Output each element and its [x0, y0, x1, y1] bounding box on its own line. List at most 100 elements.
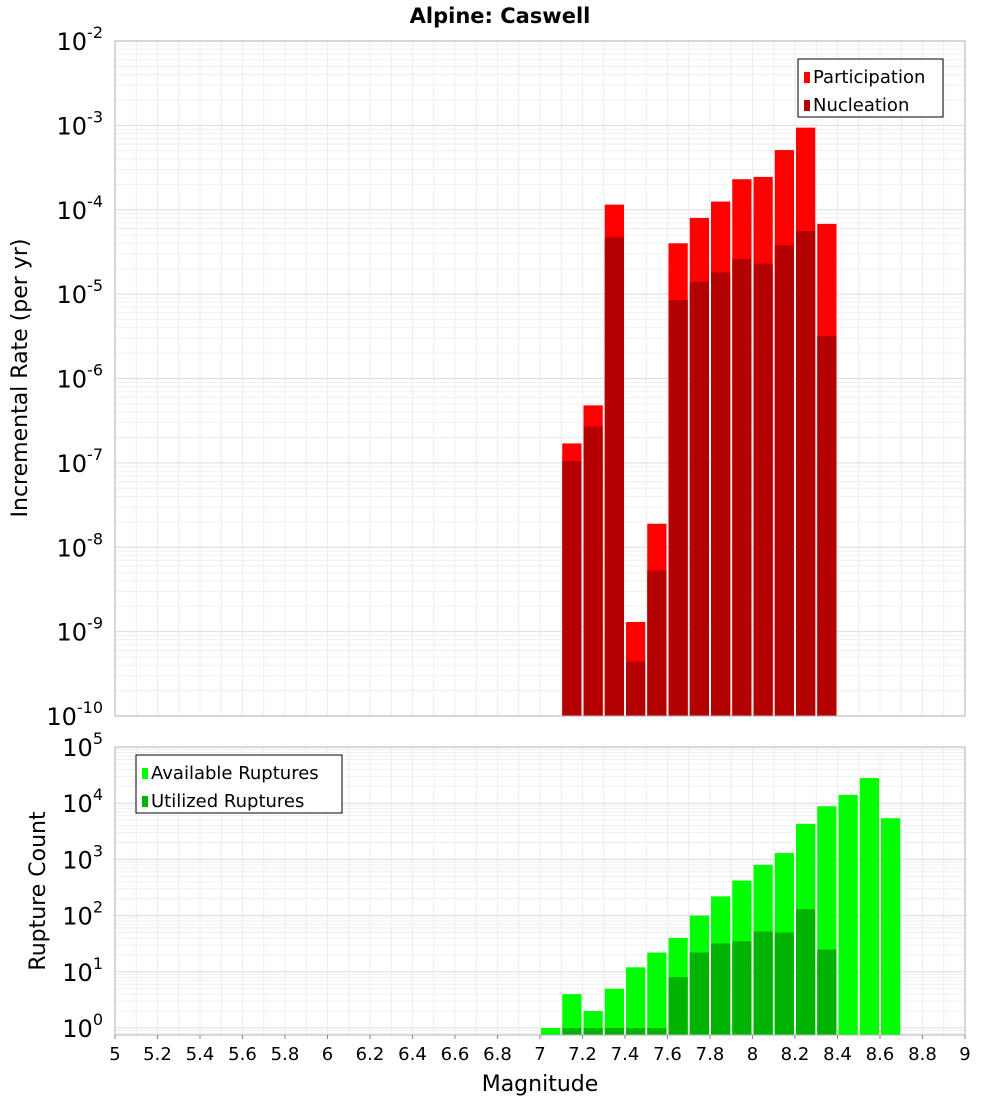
x-tick-label: 8 [747, 1044, 758, 1065]
x-tick-label: 6.8 [483, 1044, 512, 1065]
y-tick-base: 10 [62, 1015, 93, 1043]
x-tick-label: 5.6 [228, 1044, 257, 1065]
y-tick-base: 10 [57, 28, 88, 56]
y-tick-base: 10 [57, 450, 88, 478]
bar-utilized-ruptures [774, 932, 794, 1035]
x-tick-label: 8.6 [866, 1044, 895, 1065]
x-tick-label: 8.2 [781, 1044, 810, 1065]
y-tick-label: 10-3 [57, 107, 104, 140]
legend-label: Available Ruptures [151, 763, 319, 784]
bar-utilized-ruptures [711, 943, 731, 1035]
rate-y-ticks: 10-2 10-3 10-4 10-5 10-6 10-7 10-8 10-9 … [46, 23, 103, 731]
bar-utilized-ruptures [583, 1027, 603, 1035]
rate-plot-frame [114, 40, 966, 717]
y-tick-label: 10-2 [57, 23, 104, 56]
y-tick-base: 10 [62, 790, 93, 818]
bar-utilized-ruptures [732, 941, 752, 1035]
legend-box [135, 754, 343, 814]
bar-available-ruptures [838, 794, 858, 1035]
y-tick-label: 100 [62, 1010, 103, 1043]
y-tick-label: 10-10 [46, 698, 103, 731]
y-tick-exponent: 5 [93, 729, 103, 748]
x-tick-label: 7.6 [653, 1044, 682, 1065]
x-tick-label: 7.2 [568, 1044, 597, 1065]
x-tick-label: 7.8 [696, 1044, 725, 1065]
bar-nucleation [732, 259, 752, 716]
bar-available-ruptures [647, 952, 667, 1035]
bar-utilized-ruptures [689, 952, 709, 1035]
x-tick-label: 5 [109, 1044, 120, 1065]
legend-swatch [804, 100, 810, 111]
y-tick-label: 105 [62, 729, 103, 762]
bar-utilized-ruptures [796, 909, 816, 1035]
bar-utilized-ruptures [604, 1027, 624, 1035]
x-tick-label: 6.6 [441, 1044, 470, 1065]
bar-nucleation [626, 661, 646, 716]
y-tick-label: 104 [62, 785, 103, 818]
y-tick-exponent: -6 [87, 361, 103, 380]
y-tick-label: 10-4 [57, 192, 104, 225]
count-panel: 105 104 103 102 101 100 5 5.2 5.4 5.6 5.8 6 6.… [26, 729, 971, 1097]
y-tick-base: 10 [62, 959, 93, 987]
x-tick-label: 5.4 [186, 1044, 215, 1065]
x-tick-label: 6.2 [356, 1044, 385, 1065]
count-x-ticks: 5 5.2 5.4 5.6 5.8 6 6.2 6.4 6.6 6.8 7 7.2 7.4 7.6 7.8 8… [109, 1035, 971, 1065]
y-tick-exponent: 0 [93, 1010, 103, 1029]
y-tick-label: 102 [62, 898, 103, 931]
bar-available-ruptures [881, 818, 901, 1035]
y-tick-exponent: -3 [87, 107, 103, 126]
bar-utilized-ruptures [817, 949, 837, 1035]
y-tick-base: 10 [57, 281, 88, 309]
bar-nucleation [562, 461, 582, 716]
y-tick-base: 10 [57, 366, 88, 394]
y-tick-exponent: -10 [77, 698, 103, 717]
x-tick-label: 6 [322, 1044, 333, 1065]
count-bars [541, 778, 901, 1035]
legend-box [797, 58, 944, 118]
legend-swatch [804, 72, 810, 83]
rate-legend: Participation Nucleation [797, 58, 944, 118]
rate-panel: 10-2 10-3 10-4 10-5 10-6 10-7 10-8 10-9 … [8, 23, 966, 731]
bar-available-ruptures [859, 778, 879, 1035]
y-tick-exponent: -5 [87, 276, 103, 295]
bar-nucleation [753, 263, 773, 716]
y-tick-base: 10 [57, 619, 88, 647]
y-tick-exponent: -9 [87, 614, 103, 633]
y-tick-exponent: -2 [87, 23, 103, 42]
x-tick-label: 5.2 [143, 1044, 172, 1065]
bar-nucleation [711, 272, 731, 716]
y-tick-label: 103 [62, 841, 103, 874]
y-tick-label: 10-7 [57, 445, 104, 478]
y-tick-label: 101 [62, 954, 103, 987]
y-tick-base: 10 [57, 534, 88, 562]
x-axis-label: Magnitude [482, 1072, 599, 1097]
count-y-axis-label: Rupture Count [26, 811, 51, 971]
y-tick-base: 10 [46, 703, 77, 731]
bar-nucleation [647, 570, 667, 716]
y-tick-base: 10 [57, 112, 88, 140]
bar-nucleation [774, 245, 794, 717]
bar-nucleation [668, 300, 688, 716]
legend-label: Nucleation [813, 95, 909, 116]
x-tick-label: 9 [959, 1044, 970, 1065]
x-tick-label: 5.8 [271, 1044, 300, 1065]
y-tick-label: 10-6 [57, 361, 104, 394]
legend-label: Participation [813, 67, 925, 88]
x-tick-label: 8.8 [908, 1044, 937, 1065]
bar-nucleation [604, 237, 624, 716]
y-tick-exponent: 3 [93, 841, 103, 860]
rate-bars [562, 127, 837, 717]
rate-grid [114, 41, 966, 717]
bar-utilized-ruptures [626, 1027, 646, 1035]
bar-nucleation [817, 335, 837, 716]
legend-swatch [142, 768, 148, 779]
rate-y-axis-label: Incremental Rate (per yr) [8, 239, 33, 518]
x-tick-label: 7.4 [611, 1044, 640, 1065]
bar-nucleation [796, 230, 816, 716]
legend-swatch [142, 796, 148, 807]
bar-available-ruptures [541, 1027, 561, 1035]
bar-utilized-ruptures [647, 1027, 667, 1035]
y-tick-exponent: -4 [87, 192, 103, 211]
x-tick-label: 6.4 [398, 1044, 427, 1065]
